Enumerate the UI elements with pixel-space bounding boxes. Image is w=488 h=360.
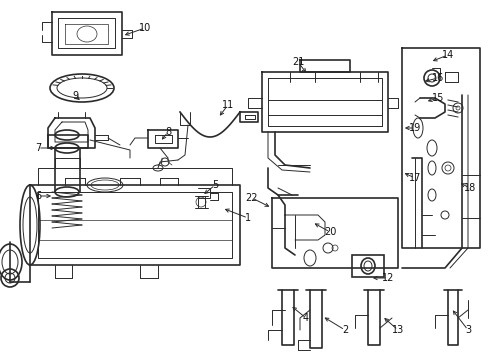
Text: 6: 6 bbox=[35, 191, 41, 201]
Text: 13: 13 bbox=[391, 325, 403, 335]
Text: 2: 2 bbox=[341, 325, 347, 335]
Text: 12: 12 bbox=[381, 273, 393, 283]
Bar bbox=[351, 255, 383, 277]
Text: 18: 18 bbox=[463, 183, 475, 193]
Text: 14: 14 bbox=[441, 50, 453, 60]
Text: 15: 15 bbox=[431, 93, 443, 103]
Text: 8: 8 bbox=[164, 127, 171, 137]
Text: 20: 20 bbox=[323, 227, 336, 237]
Text: 7: 7 bbox=[35, 143, 41, 153]
Text: 21: 21 bbox=[291, 57, 304, 67]
Text: 16: 16 bbox=[431, 73, 443, 83]
Text: 3: 3 bbox=[464, 325, 470, 335]
Text: 4: 4 bbox=[303, 313, 308, 323]
Text: 11: 11 bbox=[222, 100, 234, 110]
Text: 9: 9 bbox=[72, 91, 78, 101]
Text: 10: 10 bbox=[139, 23, 151, 33]
Text: 22: 22 bbox=[245, 193, 258, 203]
Text: 5: 5 bbox=[211, 180, 218, 190]
Text: 17: 17 bbox=[408, 173, 420, 183]
Text: 1: 1 bbox=[244, 213, 250, 223]
Text: 19: 19 bbox=[408, 123, 420, 133]
